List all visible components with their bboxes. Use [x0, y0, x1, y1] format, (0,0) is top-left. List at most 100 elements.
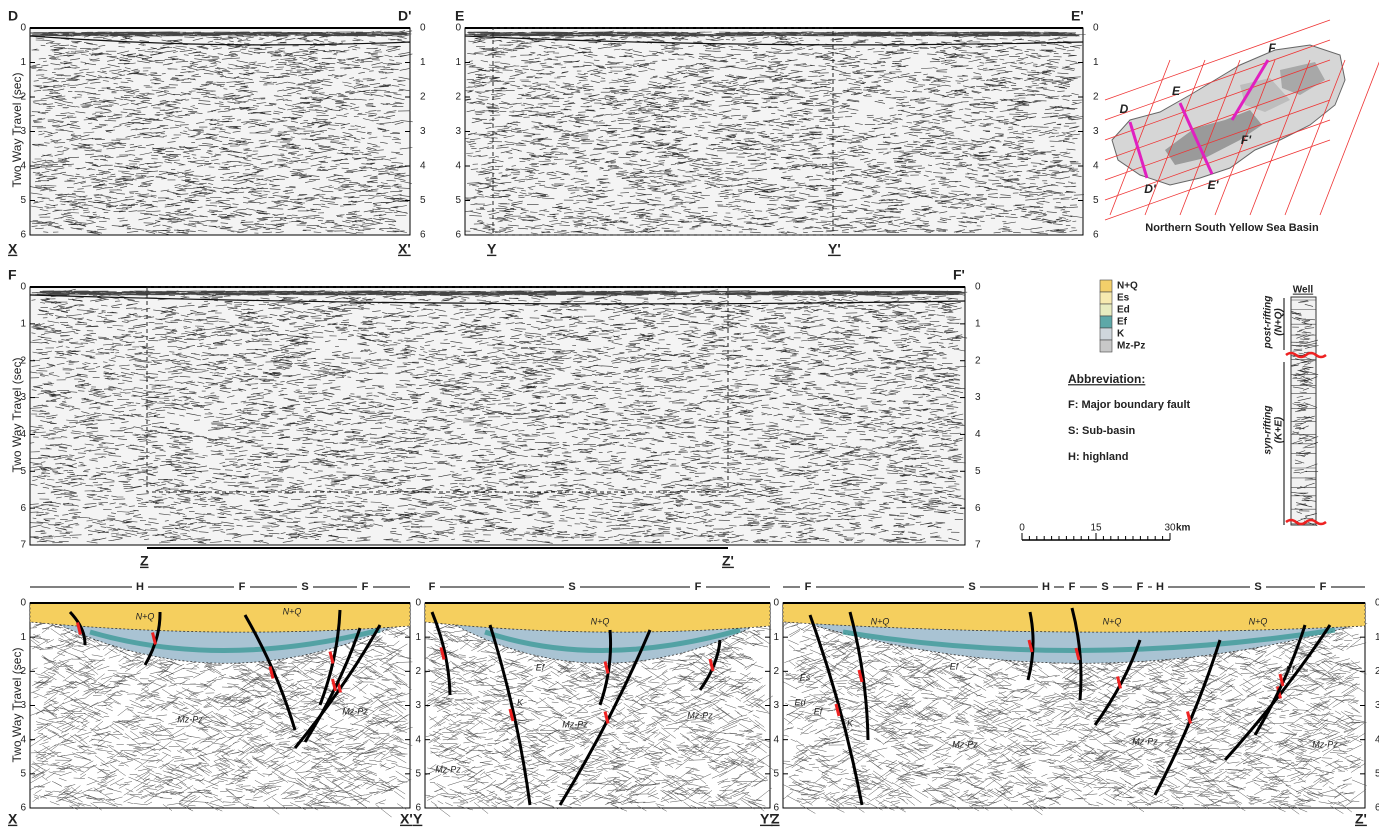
tick-label: 2	[1093, 92, 1099, 103]
map-label: F	[1268, 41, 1276, 55]
fault	[598, 629, 613, 706]
tick-label: 2	[975, 355, 981, 366]
legend-swatch	[1099, 291, 1113, 305]
end-label: Z'	[722, 553, 734, 569]
tick-label: 2	[20, 92, 26, 103]
tick-label: 2	[20, 666, 26, 677]
tick-label: 1	[420, 57, 426, 68]
end-label: X'	[398, 241, 411, 257]
location-map: D D' E E' F F' Northern South Yellow Sea Basin	[1104, 19, 1379, 234]
tick-label: 5	[20, 768, 26, 779]
unit-label: N+Q	[591, 616, 610, 626]
tick-label: 7	[975, 540, 981, 551]
tick-label: 1	[20, 57, 26, 68]
fault	[1223, 624, 1332, 762]
top-label-bg	[1315, 580, 1331, 594]
unit-label: Ef	[536, 662, 546, 672]
seafloor	[29, 35, 411, 46]
tick-label: 2	[1375, 666, 1379, 677]
fault	[1093, 639, 1142, 726]
well-label: (N+Q)	[1274, 308, 1285, 336]
tick-label: 6	[975, 503, 981, 514]
tick-label: 5	[20, 466, 26, 477]
dashed-box	[146, 286, 729, 493]
top-label: S	[301, 581, 308, 593]
teal-band	[89, 627, 381, 653]
end-label: Z	[771, 811, 780, 827]
texture	[29, 288, 968, 544]
tick-label: 7	[20, 540, 26, 551]
legend-swatch	[1099, 339, 1113, 353]
top-label-bg	[800, 580, 816, 594]
tick-label: 4	[420, 161, 426, 172]
tick-label: 4	[20, 429, 26, 440]
map-grid	[1104, 19, 1379, 221]
fault	[68, 610, 87, 646]
tick-label: 1	[20, 632, 26, 643]
fault-slip	[151, 632, 157, 645]
end-label: X'	[400, 811, 413, 827]
legend-text: N+Q	[1117, 281, 1138, 292]
tick-label: 3	[20, 126, 26, 137]
top-label: F	[695, 581, 702, 593]
tick-label: 2	[455, 92, 461, 103]
section-label: D	[8, 8, 18, 24]
tick-label: 6	[1375, 803, 1379, 814]
top-label-bg	[234, 580, 250, 594]
tick-label: 1	[20, 318, 26, 329]
well-label: post-rifting	[1263, 296, 1274, 350]
tick-label: 2	[415, 666, 421, 677]
neogene-fill	[29, 602, 411, 633]
fault	[430, 611, 452, 696]
neogene-fill	[424, 602, 771, 633]
tick-label: 6	[420, 230, 426, 241]
end-label: Y	[413, 811, 423, 827]
abbreviation-title: Abbreviation:	[1068, 372, 1145, 386]
legend-text: K	[1117, 329, 1125, 340]
top-label-bg	[964, 580, 980, 594]
top-label: F	[239, 581, 246, 593]
unit-label: K	[517, 697, 524, 707]
top-label: F	[362, 581, 369, 593]
unit-label: Ef	[950, 661, 960, 671]
top-label-bg	[357, 580, 373, 594]
scale-label: 30	[1164, 523, 1176, 534]
section-label: E'	[1071, 8, 1084, 24]
top-label: S	[1254, 581, 1261, 593]
seafloor	[29, 294, 966, 305]
tick-label: 5	[1093, 195, 1099, 206]
top-label: S	[1101, 581, 1108, 593]
scale-label: 0	[1019, 523, 1025, 534]
unit-label: N+Q	[1249, 616, 1268, 626]
tick-label: 6	[20, 503, 26, 514]
unit-label: Es	[800, 672, 811, 682]
tick-label: 6	[773, 803, 779, 814]
top-label: S	[568, 581, 575, 593]
unit-label: N+Q	[1103, 616, 1122, 626]
fault	[1253, 624, 1307, 736]
tick-label: 4	[20, 734, 26, 745]
unit-label: Ef	[1286, 664, 1296, 674]
end-label: Z'	[1355, 811, 1367, 827]
unit-label: N+Q	[871, 616, 890, 626]
tick-label: 0	[1093, 23, 1099, 34]
teal-band	[484, 627, 741, 653]
unit-label: Mz-Pz	[562, 719, 588, 729]
section-label: F'	[953, 267, 965, 283]
top-label: F	[1069, 581, 1076, 593]
tick-label: 1	[455, 57, 461, 68]
tick-label: 6	[20, 803, 26, 814]
tick-label: 3	[20, 700, 26, 711]
top-label-bg	[424, 580, 440, 594]
top-label: F	[1137, 581, 1144, 593]
tick-label: 1	[1375, 632, 1379, 643]
dashed-box	[492, 27, 834, 236]
top-label: H	[136, 581, 144, 593]
tick-label: 0	[773, 598, 779, 609]
texture	[424, 612, 775, 817]
fault	[143, 611, 162, 666]
tick-label: 2	[420, 92, 426, 103]
tick-label: 3	[773, 700, 779, 711]
top-label-bg	[1038, 580, 1054, 594]
legend-swatch	[1099, 327, 1113, 341]
